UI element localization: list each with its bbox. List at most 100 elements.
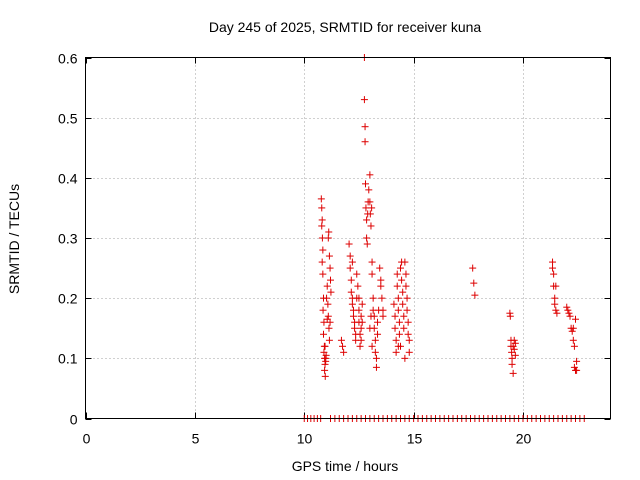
data-point bbox=[363, 240, 371, 248]
data-point bbox=[372, 363, 380, 371]
data-point bbox=[325, 252, 333, 260]
data-point bbox=[395, 330, 403, 338]
data-point bbox=[394, 306, 402, 314]
data-point bbox=[394, 342, 402, 350]
data-point bbox=[346, 252, 354, 260]
data-point bbox=[568, 327, 576, 335]
plot-frame bbox=[85, 57, 611, 419]
data-point bbox=[361, 123, 369, 131]
data-point bbox=[372, 354, 380, 362]
data-point bbox=[345, 240, 353, 248]
data-point bbox=[511, 339, 519, 347]
data-point bbox=[326, 318, 334, 326]
data-point bbox=[346, 264, 354, 272]
data-point bbox=[351, 324, 359, 332]
data-point bbox=[367, 222, 375, 230]
data-point bbox=[354, 282, 362, 290]
data-point bbox=[374, 318, 382, 326]
data-point bbox=[402, 270, 410, 278]
grid bbox=[85, 57, 611, 419]
data-point bbox=[327, 276, 334, 284]
data-point bbox=[318, 204, 326, 212]
data-point bbox=[569, 336, 577, 344]
data-point bbox=[511, 351, 519, 359]
data-point bbox=[378, 294, 386, 302]
data-point bbox=[318, 234, 326, 242]
data-point bbox=[366, 210, 374, 218]
data-point bbox=[565, 309, 573, 317]
y-tick-label: 0 bbox=[70, 412, 78, 428]
data-point bbox=[319, 270, 327, 278]
data-point bbox=[377, 282, 385, 290]
data-point bbox=[327, 288, 335, 296]
data-point bbox=[564, 306, 572, 314]
data-point bbox=[368, 258, 376, 266]
data-point bbox=[506, 312, 514, 320]
data-point bbox=[374, 330, 382, 338]
data-point bbox=[363, 216, 371, 224]
data-point bbox=[549, 258, 557, 266]
data-point bbox=[340, 348, 348, 356]
data-point bbox=[326, 264, 334, 272]
data-point bbox=[566, 312, 574, 320]
data-point bbox=[321, 372, 329, 380]
data-point bbox=[563, 303, 571, 311]
data-point bbox=[358, 318, 366, 326]
data-points bbox=[300, 54, 588, 422]
y-axis-label: SRMTID / TECUs bbox=[6, 184, 22, 294]
data-point bbox=[401, 258, 409, 266]
data-point bbox=[549, 264, 557, 272]
data-point bbox=[392, 336, 400, 344]
y-tick-label: 0.2 bbox=[58, 291, 78, 307]
data-point bbox=[324, 312, 332, 320]
y-tick-label: 0.5 bbox=[58, 111, 78, 127]
x-tick-label: 0 bbox=[83, 431, 91, 447]
data-point bbox=[371, 348, 379, 356]
data-point bbox=[347, 276, 355, 284]
data-point bbox=[357, 312, 365, 320]
data-point bbox=[569, 324, 577, 332]
data-point bbox=[402, 282, 410, 290]
data-point bbox=[551, 294, 559, 302]
data-point bbox=[399, 300, 407, 308]
data-point bbox=[349, 312, 357, 320]
data-point bbox=[366, 198, 374, 206]
data-point bbox=[322, 351, 330, 359]
data-point bbox=[552, 306, 560, 314]
data-point bbox=[368, 342, 376, 350]
data-point bbox=[320, 330, 327, 338]
data-point bbox=[405, 348, 413, 356]
data-point bbox=[318, 258, 326, 266]
data-point bbox=[405, 336, 413, 344]
data-point bbox=[401, 354, 409, 362]
data-point bbox=[368, 270, 376, 278]
data-point bbox=[390, 300, 398, 308]
data-point bbox=[393, 270, 401, 278]
data-point bbox=[366, 171, 374, 179]
x-axis-label: GPS time / hours bbox=[292, 458, 399, 474]
x-tick-label: 15 bbox=[407, 431, 423, 447]
data-point bbox=[360, 96, 368, 104]
data-point bbox=[355, 294, 363, 302]
y-tick-label: 0.3 bbox=[58, 231, 78, 247]
data-point bbox=[551, 300, 559, 308]
data-point bbox=[570, 342, 578, 350]
data-point bbox=[347, 288, 355, 296]
data-point bbox=[362, 180, 369, 188]
data-point bbox=[469, 264, 477, 272]
data-point bbox=[391, 324, 399, 332]
data-point bbox=[325, 336, 333, 344]
data-point bbox=[509, 369, 517, 377]
data-point bbox=[317, 195, 325, 203]
data-point bbox=[318, 222, 326, 230]
data-point bbox=[356, 342, 364, 350]
data-point bbox=[321, 366, 329, 374]
axis-ticks: 0 0.1 0.2 0.3 0.4 0.5 0.6 0 5 10 15 20 bbox=[58, 51, 611, 447]
data-point bbox=[393, 282, 401, 290]
data-point bbox=[318, 216, 326, 224]
data-point bbox=[321, 360, 329, 368]
data-point bbox=[508, 360, 516, 368]
data-point bbox=[320, 318, 328, 326]
data-point bbox=[367, 312, 375, 320]
